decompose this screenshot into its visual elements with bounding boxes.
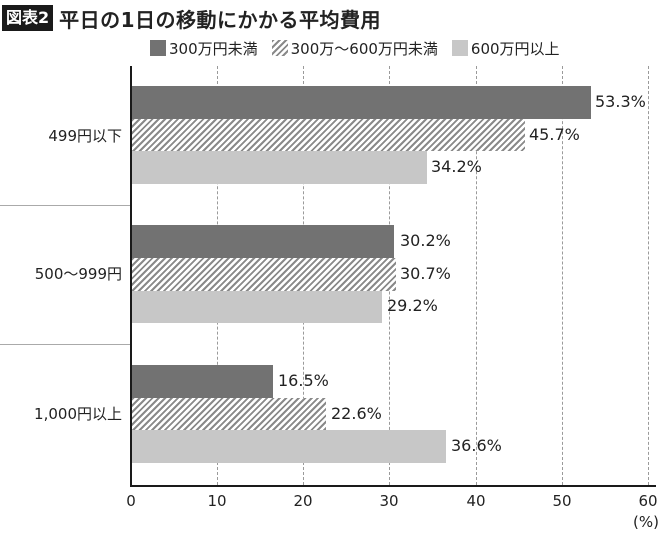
gridline-50 (562, 66, 563, 485)
bar-g3-under-300 (132, 365, 273, 398)
bar-g2-300-600 (132, 258, 396, 291)
x-tick-label: 10 (207, 492, 227, 510)
legend-swatch-hatched-icon (271, 40, 288, 56)
y-axis-line (130, 66, 132, 487)
legend-item-under-300: 300万円未満 (150, 38, 258, 59)
value-label: 36.6% (451, 436, 502, 455)
legend-item-300-600: 300万〜600万円未満 (271, 38, 438, 59)
value-label: 30.7% (400, 264, 451, 283)
group-separator (0, 205, 130, 206)
legend: 300万円未満 300万〜600万円未満 600万円以上 (150, 36, 662, 60)
x-tick-label: 50 (552, 492, 572, 510)
x-tick-label: 40 (466, 492, 486, 510)
bar-g1-under-300 (132, 86, 591, 119)
legend-swatch-light-icon (451, 40, 468, 56)
group-separator (0, 344, 130, 345)
x-axis-line (130, 485, 656, 487)
value-label: 16.5% (278, 371, 329, 390)
legend-swatch-dark-icon (150, 40, 166, 56)
value-label: 45.7% (529, 125, 580, 144)
legend-label: 600万円以上 (470, 39, 560, 58)
legend-label: 300万円未満 (169, 39, 258, 58)
category-label: 500〜999円 (34, 265, 122, 283)
x-tick-label: 60 (638, 492, 658, 510)
bar-g3-300-600 (132, 398, 326, 430)
chart-title: 平日の1日の移動にかかる平均費用 (59, 7, 382, 32)
bar-g2-under-300 (132, 225, 394, 258)
category-label: 499円以下 (48, 127, 122, 145)
value-label: 53.3% (595, 92, 646, 111)
bar-g3-600-plus (132, 430, 446, 463)
x-tick-label: 30 (379, 492, 399, 510)
value-label: 34.2% (431, 157, 482, 176)
legend-item-600-plus: 600万円以上 (451, 38, 560, 59)
chart-header: 図表2 平日の1日の移動にかかる平均費用 (2, 3, 381, 33)
bar-g1-600-plus (132, 151, 427, 184)
bar-g1-300-600 (132, 119, 525, 151)
value-label: 30.2% (400, 231, 451, 250)
legend-label: 300万〜600万円未満 (290, 39, 438, 58)
x-axis-unit: (%) (633, 513, 659, 531)
figure-badge: 図表2 (2, 5, 54, 31)
value-label: 29.2% (387, 296, 438, 315)
value-label: 22.6% (331, 404, 382, 423)
bar-g2-600-plus (132, 291, 382, 323)
gridline-40 (476, 66, 477, 485)
gridline-60 (648, 66, 649, 485)
x-tick-label: 0 (126, 492, 136, 510)
category-label: 1,000円以上 (34, 405, 122, 423)
x-tick-label: 20 (293, 492, 313, 510)
